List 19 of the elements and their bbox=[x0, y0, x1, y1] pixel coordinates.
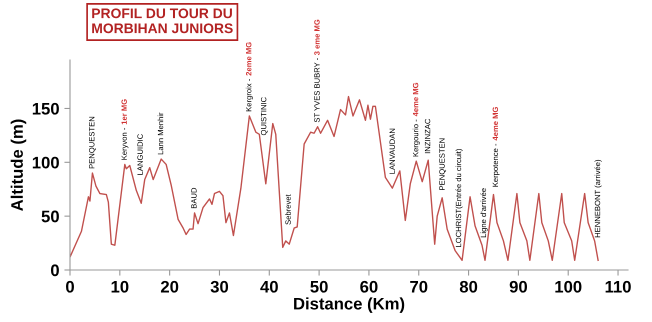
x-tick-label: 110 bbox=[606, 280, 631, 293]
y-tick-label: 0 bbox=[50, 264, 59, 276]
x-tick-label: 50 bbox=[310, 280, 328, 293]
y-tick-label: 50 bbox=[42, 210, 59, 222]
x-tick-label: 10 bbox=[112, 280, 128, 293]
x-tick-label: 100 bbox=[555, 280, 582, 293]
chart-title: PROFIL DU TOUR DU MORBIHAN JUNIORS bbox=[92, 8, 233, 34]
y-tick-label: 150 bbox=[32, 102, 59, 115]
x-tick-label: 20 bbox=[160, 280, 178, 293]
y-axis-title: Altitude (m) bbox=[10, 120, 26, 211]
x-tick-label: 40 bbox=[260, 280, 278, 293]
x-tick-label: 80 bbox=[460, 280, 478, 293]
x-axis-title: Distance (Km) bbox=[294, 297, 404, 313]
x-tick-label: 90 bbox=[510, 280, 527, 293]
x-tick-label: 0 bbox=[66, 280, 74, 293]
y-tick-label: 100 bbox=[32, 156, 59, 169]
x-tick-label: 70 bbox=[410, 280, 428, 293]
x-tick-label: 30 bbox=[210, 280, 228, 293]
x-tick-label: 60 bbox=[360, 280, 378, 293]
